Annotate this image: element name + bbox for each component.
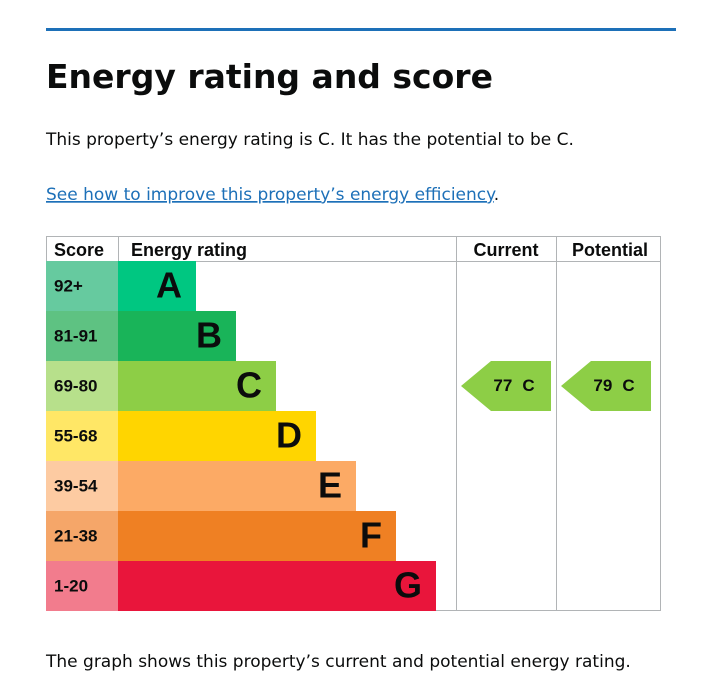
- potential-label: 79 C: [593, 376, 634, 395]
- title: Energy rating and score: [46, 57, 493, 96]
- rating-bar: [118, 261, 196, 311]
- score-cell: [46, 311, 118, 361]
- current-marker: [461, 361, 551, 411]
- potential-marker: [561, 361, 651, 411]
- rating-bar: [118, 361, 276, 411]
- potential-rating: C: [622, 376, 634, 395]
- link-suffix: .: [494, 185, 499, 205]
- rating-bar: [118, 511, 396, 561]
- col-header: Potential: [572, 240, 648, 260]
- rating-letter: E: [318, 465, 342, 506]
- rating-letter: F: [360, 515, 382, 556]
- current-rating: C: [522, 376, 534, 395]
- score-range: 92+: [54, 276, 83, 295]
- rating-letter: C: [236, 365, 262, 406]
- score-range: 21-38: [54, 526, 97, 545]
- top-rule: [46, 28, 676, 31]
- score-range: 1-20: [54, 576, 88, 595]
- score-range: 55-68: [54, 426, 97, 445]
- score-range: 81-91: [54, 326, 97, 345]
- col-header: Score: [54, 240, 104, 260]
- potential-score: 79: [593, 376, 612, 395]
- score-cell: [46, 261, 118, 311]
- score-cell: [46, 561, 118, 611]
- rating-letter: A: [156, 265, 182, 306]
- current-score: 77: [493, 376, 512, 395]
- rating-bar: [118, 561, 436, 611]
- score-cell: [46, 461, 118, 511]
- intro: This property’s energy rating is C. It h…: [45, 130, 574, 150]
- rating-bar: [118, 411, 316, 461]
- improve-link[interactable]: See how to improve this property’s energ…: [46, 185, 496, 205]
- footer-text: The graph shows this property’s current …: [45, 652, 631, 672]
- link-line: See how to improve this property’s energ…: [46, 185, 499, 205]
- rating-letter: D: [276, 415, 302, 456]
- energy-graph: Score Energy rating Current Potential 92…: [46, 236, 661, 611]
- current-label: 77 C: [493, 376, 534, 395]
- score-cell: [46, 361, 118, 411]
- rating-bar: [118, 461, 356, 511]
- score-range: 69-80: [54, 376, 97, 395]
- col-header: Energy rating: [131, 240, 247, 260]
- rating-bar: [118, 311, 236, 361]
- rating-letter: G: [394, 565, 422, 606]
- rating-letter: B: [196, 315, 222, 356]
- col-header: Current: [473, 240, 538, 260]
- score-range: 39-54: [54, 476, 98, 495]
- score-cell: [46, 411, 118, 461]
- score-cell: [46, 511, 118, 561]
